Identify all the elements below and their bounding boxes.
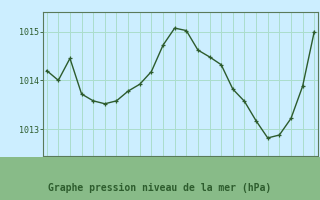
Text: Graphe pression niveau de la mer (hPa): Graphe pression niveau de la mer (hPa) [48,183,272,193]
